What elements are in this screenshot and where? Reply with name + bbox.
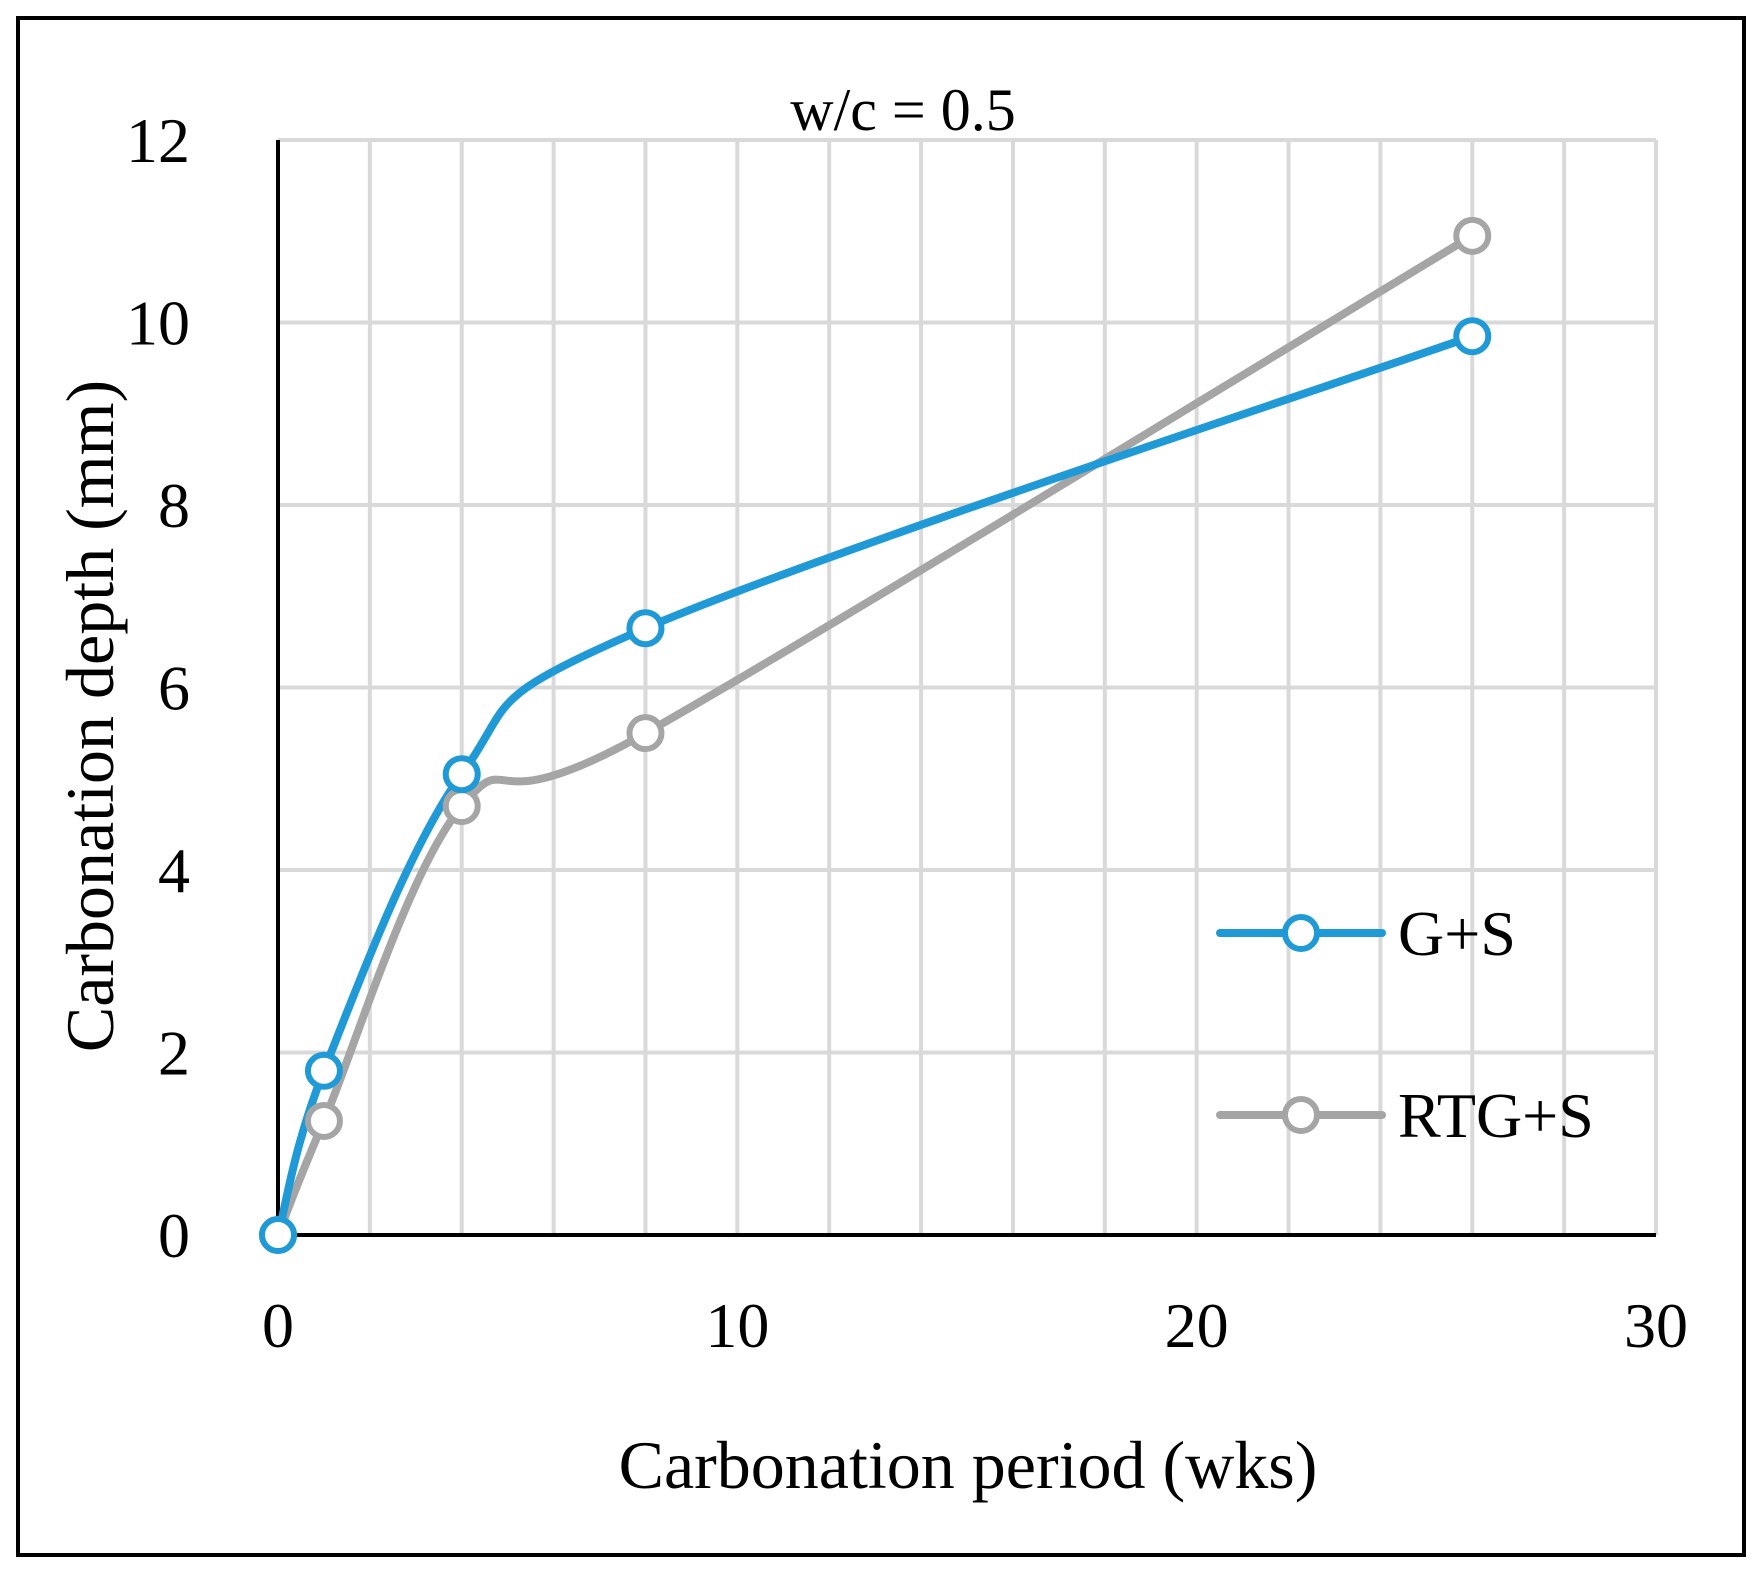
x-tick-label: 10 [705,1290,769,1361]
data-point-g-s [304,1051,343,1090]
x-tick-label: 20 [1165,1290,1229,1361]
data-point-g-s [1453,317,1492,356]
legend-label-g-s: G+S [1398,898,1516,969]
legend-marker-rtg-s [1282,1096,1320,1134]
legend-label-rtg-s: RTG+S [1398,1080,1594,1151]
data-point-rtg-s [626,714,665,753]
data-point-g-s [442,755,481,794]
data-point-g-s [626,609,665,648]
y-tick-label: 0 [158,1200,190,1271]
data-point-rtg-s [304,1101,343,1140]
tick-labels: 0 10 20 30 0 2 4 6 8 10 12 [126,105,1688,1361]
data-point-rtg-s [1453,216,1492,255]
chart-title: w/c = 0.5 [790,77,1015,143]
y-tick-label: 12 [126,105,190,176]
data-point-rtg-s [442,787,481,826]
axes [276,140,1656,1237]
y-tick-label: 2 [158,1018,190,1089]
x-tick-label: 0 [262,1290,294,1361]
y-axis-title: Carbonation depth (mm) [52,380,128,1052]
y-tick-label: 6 [158,653,190,724]
legend: G+S RTG+S [1216,898,1594,1151]
data-point-g-s [259,1216,297,1254]
y-tick-label: 8 [158,470,190,541]
y-tick-label: 10 [126,288,190,359]
series-layer [259,216,1492,1254]
x-axis-title: Carbonation period (wks) [619,1427,1318,1503]
legend-marker-g-s [1282,914,1320,952]
chart-frame [16,16,1746,1557]
y-tick-label: 4 [158,835,190,906]
x-tick-label: 30 [1624,1290,1688,1361]
